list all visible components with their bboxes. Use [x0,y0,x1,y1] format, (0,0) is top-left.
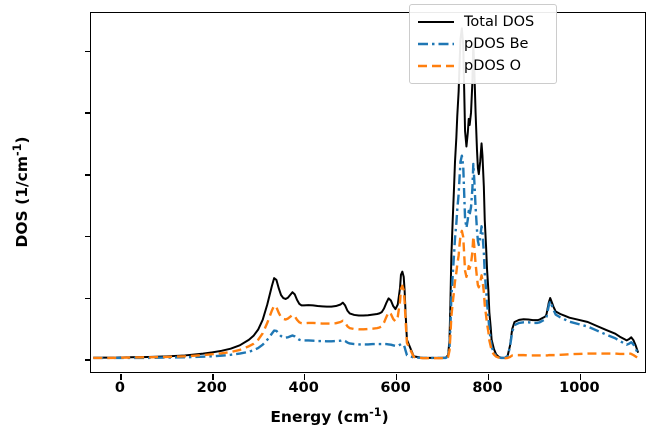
y-axis-label-suffix: ) [13,136,31,144]
legend-swatch-dashdot [418,42,454,46]
x-tick-mark [579,374,582,380]
x-tick-label: 400 [288,380,319,396]
y-tick-mark [85,50,91,53]
y-axis-label-prefix: DOS (1/cm [13,156,31,248]
legend-item-pdos-be: pDOS Be [417,33,548,55]
x-axis-label: Energy (cm-1) [0,405,659,426]
x-tick-label: 600 [380,380,411,396]
x-tick-mark [395,374,398,380]
legend-label: Total DOS [464,14,535,30]
series-line-pdos-o [93,229,639,360]
y-tick-mark [85,112,91,115]
x-tick-label: 200 [196,380,227,396]
legend-swatch-solid [418,21,454,23]
x-tick-label: 1000 [559,380,600,396]
y-tick-mark [85,174,91,176]
x-tick-label: 800 [472,380,503,396]
y-tick-mark [85,359,91,361]
series-line-pdos-be [93,154,640,360]
y-tick-mark [85,235,91,238]
x-axis-label-suffix: ) [381,408,389,426]
x-tick-mark [487,374,490,380]
legend-label: pDOS Be [464,36,529,52]
y-axis-label-exponent: -1 [10,143,24,157]
x-tick-label: 0 [114,380,125,396]
x-tick-mark [303,374,306,380]
legend-swatch-dashed [418,64,454,68]
dos-curves-svg [93,27,640,360]
x-axis-label-prefix: Energy (cm [270,408,370,426]
legend: Total DOS pDOS Be pDOS O [409,4,557,84]
x-tick-mark [120,374,122,380]
y-tick-mark [85,297,91,300]
series-line-total-dos [93,27,640,359]
legend-item-pdos-o: pDOS O [417,55,548,77]
plot-area [85,12,646,380]
x-axis-label-exponent: -1 [369,405,382,419]
x-tick-mark [211,374,214,380]
legend-label: pDOS O [464,58,522,74]
y-axis-label: DOS (1/cm-1) [10,136,31,248]
legend-item-total-dos: Total DOS [417,11,548,33]
